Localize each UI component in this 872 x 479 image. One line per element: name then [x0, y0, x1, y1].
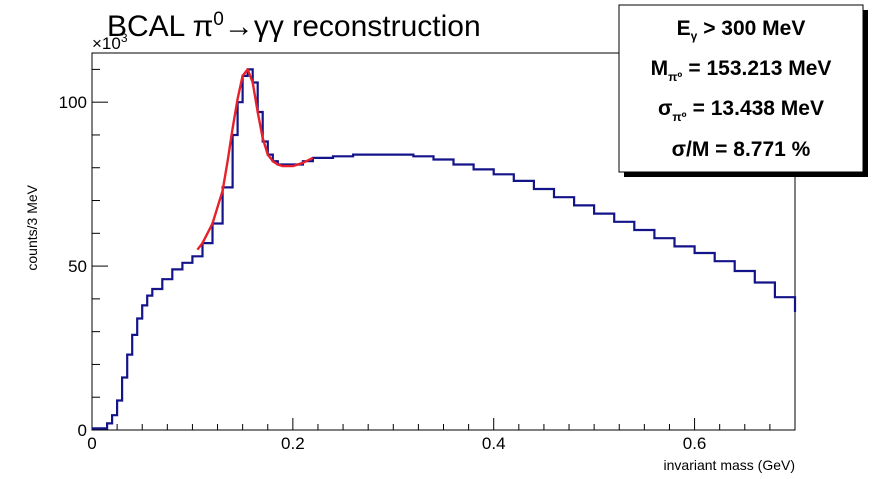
y-exponent-base: ×10: [92, 34, 121, 53]
chart-title-rest: →γγ reconstruction: [224, 10, 481, 43]
stats-line-mass: Mπ⁰ = 153.213 MeV: [651, 57, 832, 84]
x-tick-label: 0.2: [281, 434, 305, 453]
y-exponent-label: ×103: [92, 31, 128, 53]
chart-title-main: BCAL π: [107, 10, 213, 43]
stats-energy-sub: γ: [691, 29, 698, 43]
y-exponent-power: 3: [121, 31, 128, 45]
y-tick-label: 100: [59, 93, 87, 112]
fit-curve-series: [196, 68, 314, 251]
series-layer: [92, 68, 797, 430]
stats-sigma-rest: = 13.438 MeV: [687, 97, 824, 120]
stats-sigma-main: σ: [658, 97, 672, 120]
y-axis-label: counts/3 MeV: [24, 184, 40, 270]
x-axis-ticks: 0 0.2 0.4 0.6: [87, 418, 796, 453]
stats-mass-sub: π⁰: [668, 70, 682, 84]
histogram-series: [92, 68, 797, 430]
y-tick-label: 0: [78, 421, 87, 440]
y-tick-label: 50: [68, 257, 87, 276]
stats-line-sigma: σπ⁰ = 13.438 MeV: [658, 97, 824, 124]
stats-line-energy: Eγ > 300 MeV: [677, 17, 806, 43]
x-tick-label: 0: [87, 434, 96, 453]
stats-box: Eγ > 300 MeV Mπ⁰ = 153.213 MeV σπ⁰ = 13.…: [618, 4, 868, 177]
x-tick-label: 0.6: [683, 434, 707, 453]
stats-mass-main: M: [651, 57, 669, 80]
stats-box-body: [618, 4, 864, 173]
chart-title: BCAL π0→γγ reconstruction: [107, 9, 481, 43]
stats-line-ratio: σ/M = 8.771 %: [672, 138, 811, 161]
y-axis-ticks: 0 50 100: [59, 68, 108, 440]
x-tick-label: 0.4: [482, 434, 506, 453]
stats-sigma-sub: π⁰: [672, 110, 686, 124]
x-axis-label: invariant mass (GeV): [664, 457, 795, 473]
stats-mass-rest: = 153.213 MeV: [683, 57, 832, 80]
chart-title-sup: 0: [213, 9, 224, 30]
stats-energy-rest: > 300 MeV: [697, 17, 805, 40]
stats-energy-main: E: [677, 17, 691, 40]
